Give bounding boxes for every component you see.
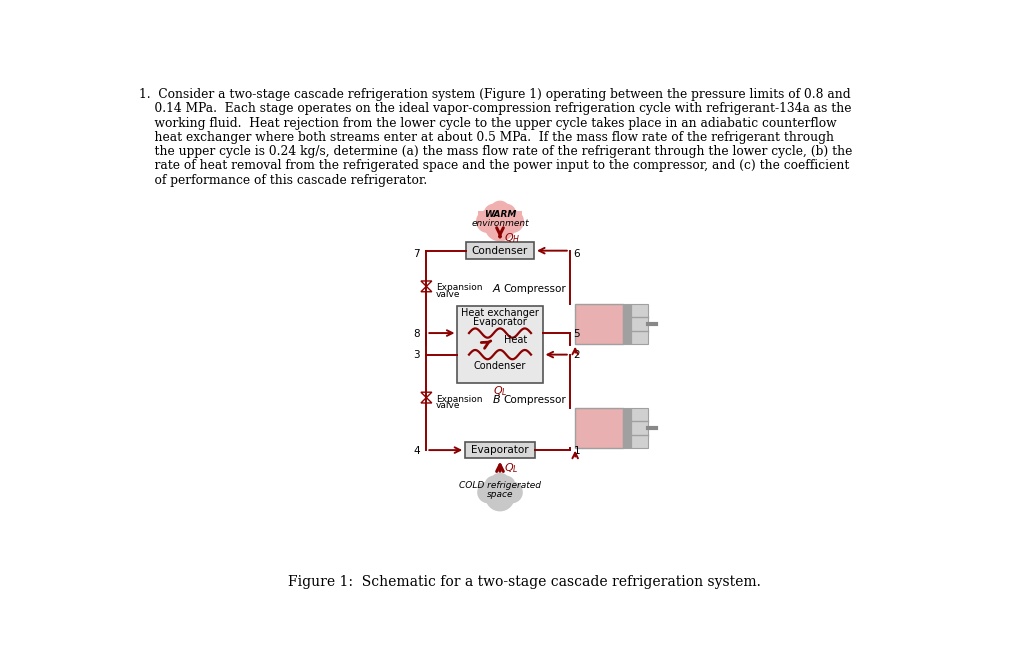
Bar — [624, 408, 631, 448]
Text: rate of heat removal from the refrigerated space and the power input to the comp: rate of heat removal from the refrigerat… — [139, 159, 849, 172]
Text: the upper cycle is 0.24 kg/s, determine (a) the mass flow rate of the refrigeran: the upper cycle is 0.24 kg/s, determine … — [139, 145, 852, 158]
Text: $Q_H$: $Q_H$ — [504, 231, 520, 245]
Circle shape — [490, 472, 510, 492]
Text: valve: valve — [435, 401, 460, 411]
Circle shape — [497, 476, 515, 495]
Text: 2: 2 — [573, 351, 581, 361]
Text: Compressor: Compressor — [504, 284, 566, 293]
Text: COLD refrigerated: COLD refrigerated — [459, 481, 541, 490]
Circle shape — [483, 204, 504, 224]
Text: 4: 4 — [414, 446, 420, 456]
Circle shape — [485, 482, 515, 511]
Text: 1.  Consider a two-stage cascade refrigeration system (Figure 1) operating betwe: 1. Consider a two-stage cascade refriger… — [139, 88, 851, 101]
Circle shape — [489, 201, 510, 220]
Text: Compressor: Compressor — [504, 395, 566, 405]
Text: Heat: Heat — [504, 335, 527, 345]
Text: B: B — [493, 395, 500, 405]
Circle shape — [484, 476, 504, 495]
Circle shape — [476, 210, 500, 233]
Bar — [466, 242, 535, 259]
Text: 1: 1 — [573, 446, 581, 456]
Circle shape — [501, 210, 524, 233]
Text: Evaporator: Evaporator — [473, 316, 527, 326]
Text: $Q_L$: $Q_L$ — [504, 462, 518, 476]
Circle shape — [484, 211, 515, 241]
Circle shape — [477, 482, 500, 503]
Circle shape — [496, 204, 516, 224]
Text: 8: 8 — [414, 329, 420, 339]
Text: $Q_L$: $Q_L$ — [493, 384, 507, 398]
Bar — [465, 442, 535, 458]
Text: valve: valve — [435, 290, 460, 299]
Text: Condenser: Condenser — [472, 245, 528, 256]
Text: 7: 7 — [414, 249, 420, 259]
Bar — [458, 306, 543, 383]
Bar — [575, 408, 624, 448]
Text: of performance of this cascade refrigerator.: of performance of this cascade refrigera… — [139, 174, 427, 187]
Bar — [478, 211, 521, 218]
Bar — [631, 408, 648, 448]
Text: Expansion: Expansion — [435, 284, 482, 292]
Text: WARM: WARM — [483, 210, 516, 219]
Bar — [479, 483, 520, 489]
Bar — [631, 304, 648, 344]
Text: Expansion: Expansion — [435, 395, 482, 403]
Bar — [624, 304, 631, 344]
Text: environment: environment — [471, 219, 528, 228]
Text: 3: 3 — [414, 351, 420, 361]
Text: Evaporator: Evaporator — [471, 445, 528, 455]
Text: 0.14 MPa.  Each stage operates on the ideal vapor-compression refrigeration cycl: 0.14 MPa. Each stage operates on the ide… — [139, 103, 851, 115]
Text: space: space — [486, 490, 513, 499]
Text: 5: 5 — [573, 329, 581, 339]
Text: Figure 1:  Schematic for a two-stage cascade refrigeration system.: Figure 1: Schematic for a two-stage casc… — [289, 575, 761, 589]
Text: working fluid.  Heat rejection from the lower cycle to the upper cycle takes pla: working fluid. Heat rejection from the l… — [139, 116, 837, 130]
Text: 6: 6 — [573, 249, 581, 259]
Text: heat exchanger where both streams enter at about 0.5 MPa.  If the mass flow rate: heat exchanger where both streams enter … — [139, 131, 834, 144]
Text: A: A — [493, 284, 500, 293]
Bar — [575, 304, 624, 344]
Circle shape — [501, 482, 523, 503]
Text: Heat exchanger: Heat exchanger — [461, 308, 539, 318]
Text: Condenser: Condenser — [474, 361, 526, 371]
